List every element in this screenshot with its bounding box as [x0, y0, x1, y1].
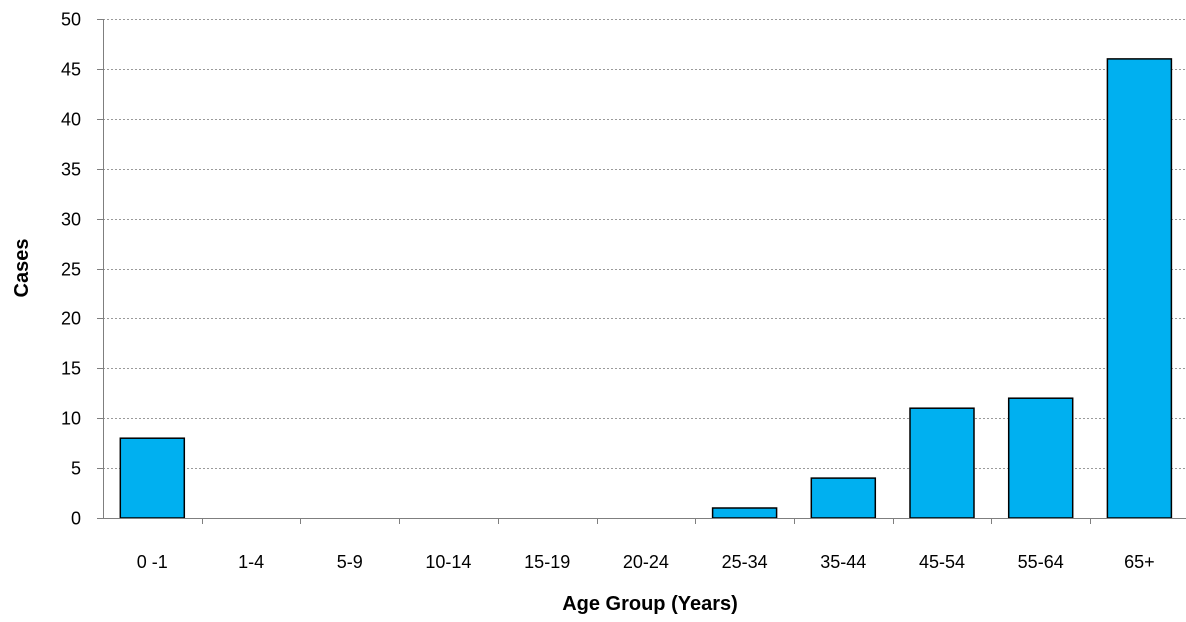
x-axis-title: Age Group (Years)	[562, 593, 738, 615]
bar	[1106, 58, 1173, 519]
y-tick-label: 35	[61, 160, 81, 180]
bar	[1007, 397, 1074, 519]
x-tick-label: 10-14	[425, 552, 471, 572]
y-tick-label: 50	[61, 10, 81, 30]
x-tick-label: 0 -1	[137, 552, 168, 572]
bar	[119, 437, 186, 519]
x-tick-label: 15-19	[524, 552, 570, 572]
gridlines	[103, 19, 1186, 469]
bars	[119, 58, 1173, 519]
bar	[711, 507, 778, 519]
x-tick-label: 65+	[1124, 552, 1155, 572]
y-tick-label: 25	[61, 260, 81, 280]
bar	[810, 477, 877, 519]
y-tick-label: 45	[61, 60, 81, 80]
y-tick-label: 15	[61, 359, 81, 379]
tick-labels: 0 5 10 15 20 25 30 35 40 45 50 0 -1 1-4 5-9 10-14 15-19…	[61, 10, 1155, 573]
x-tick-label: 1-4	[238, 552, 264, 572]
y-tick-label: 40	[61, 110, 81, 130]
x-tick-label: 45-54	[919, 552, 965, 572]
bar	[909, 407, 975, 519]
x-tick-label: 35-44	[820, 552, 866, 572]
y-tick-label: 20	[61, 309, 81, 329]
y-tick-label: 30	[61, 210, 81, 230]
y-axis-title: Cases	[11, 239, 33, 298]
y-tick-label: 0	[71, 509, 81, 529]
axes	[97, 19, 1186, 524]
x-tick-label: 25-34	[722, 552, 768, 572]
x-tick-label: 5-9	[337, 552, 363, 572]
y-tick-label: 10	[61, 409, 81, 429]
x-tick-label: 20-24	[623, 552, 669, 572]
x-tick-label: 55-64	[1018, 552, 1064, 572]
y-tick-label: 5	[71, 459, 81, 479]
